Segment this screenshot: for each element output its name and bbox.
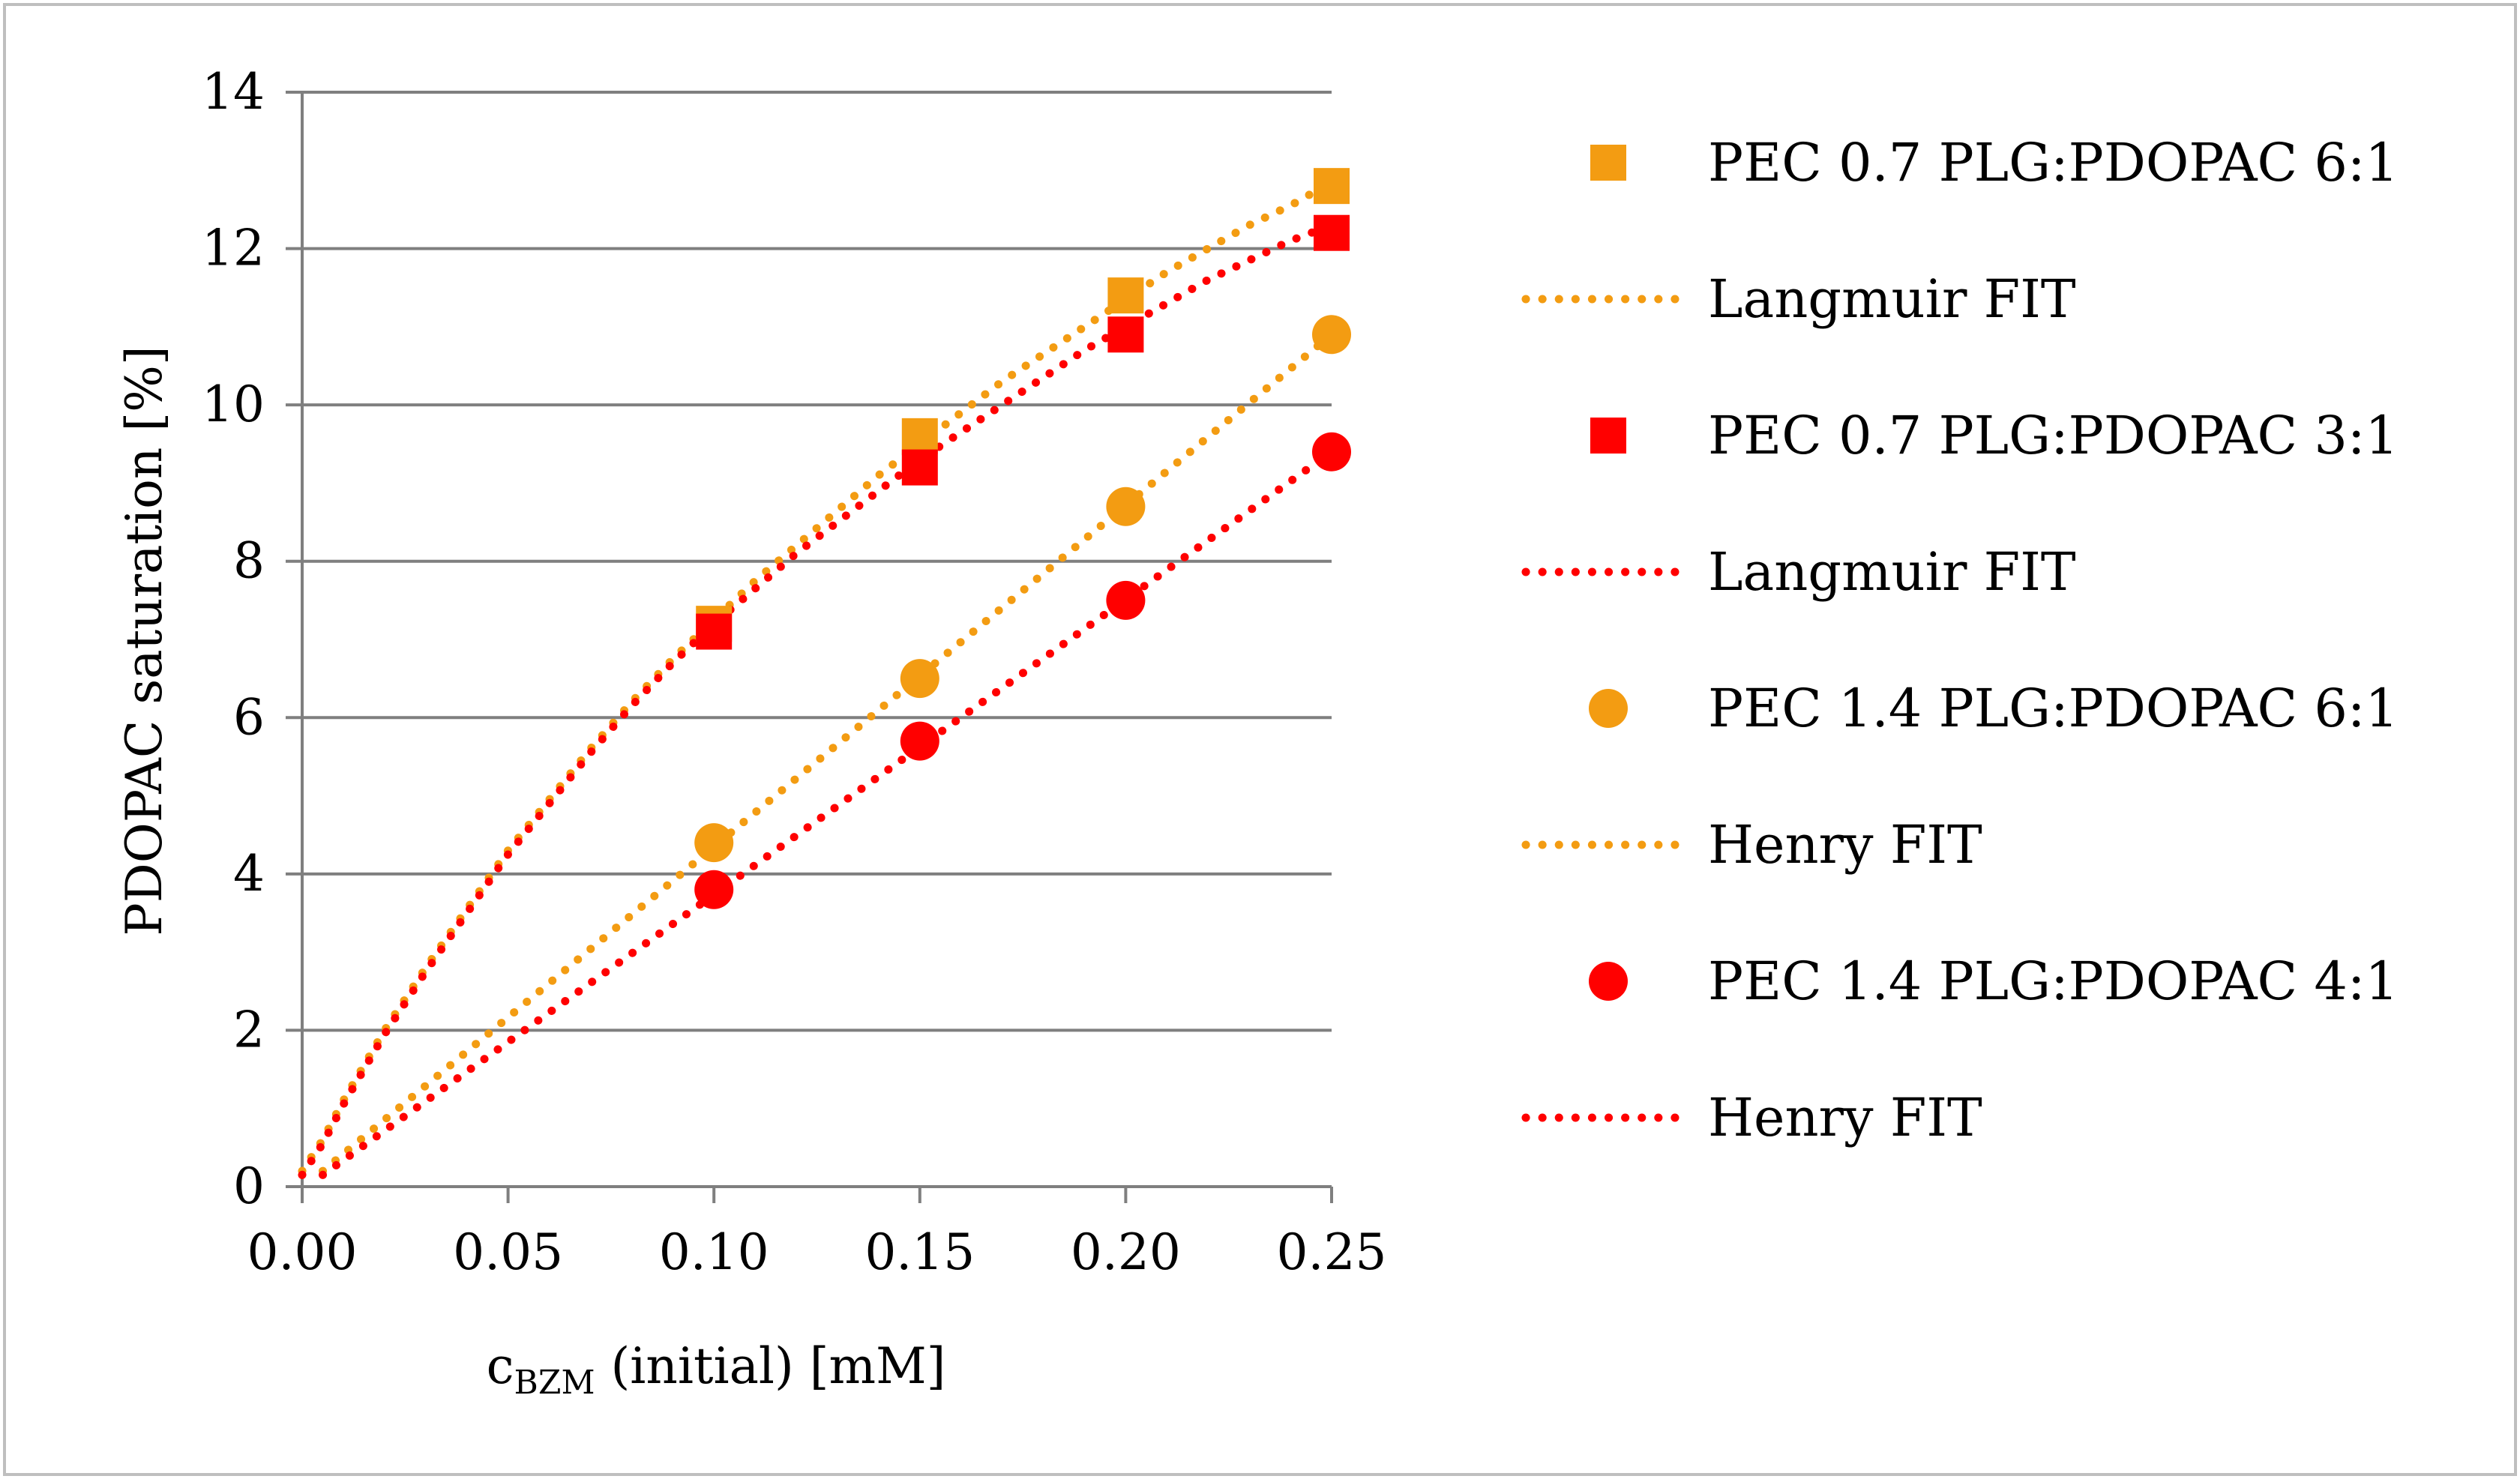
legend-label-series-1: PEC 0.7 PLG:PDOPAC 6:1	[1708, 132, 2399, 193]
data-point-series-2	[1314, 214, 1350, 251]
data-point-series-1	[1107, 277, 1144, 314]
legend-label-fit-2: Langmuir FIT	[1708, 541, 2076, 603]
legend-label-fit-4: Henry FIT	[1708, 1087, 1982, 1148]
data-point-series-4	[1106, 580, 1146, 620]
legend-marker-circle	[1589, 689, 1628, 728]
data-point-series-3	[1106, 487, 1146, 526]
x-axis-title-main: c	[487, 1337, 514, 1395]
x-tick-label: 0.05	[453, 1223, 563, 1281]
y-tick-label: 10	[202, 376, 265, 433]
legend-marker-circle	[1589, 962, 1628, 1001]
x-tick-label: 0.20	[1071, 1223, 1181, 1281]
data-points	[694, 168, 1351, 909]
x-axis-title-subscript: BZM	[514, 1364, 595, 1402]
legend-marker-square	[1590, 145, 1626, 181]
y-tick-label: 12	[202, 220, 265, 277]
y-axis-title: PDOPAC saturation [%]	[115, 346, 173, 936]
data-point-series-4	[694, 870, 734, 909]
y-tick-label: 2	[233, 1001, 265, 1058]
data-point-series-1	[1314, 168, 1350, 205]
y-tick-label: 14	[202, 63, 265, 121]
data-point-series-3	[694, 823, 734, 863]
data-point-series-1	[901, 418, 938, 454]
y-tick-label: 8	[233, 532, 265, 590]
data-point-series-3	[900, 659, 939, 699]
grid	[302, 91, 1332, 1032]
data-point-series-2	[1107, 316, 1144, 353]
legend: PEC 0.7 PLG:PDOPAC 6:1 Langmuir FIT PEC 0.…	[1521, 132, 2399, 1148]
axes	[286, 91, 1333, 1203]
x-axis-title-rest: (initial) [mM]	[595, 1337, 946, 1395]
legend-marker-square	[1590, 418, 1626, 454]
chart-frame	[3, 3, 2517, 1476]
legend-label-series-4: PEC 1.4 PLG:PDOPAC 4:1	[1708, 951, 2399, 1012]
data-point-series-4	[900, 721, 939, 761]
x-tick-label: 0.15	[864, 1223, 975, 1281]
y-tick-label: 6	[233, 688, 265, 746]
y-tick-label: 0	[233, 1157, 265, 1215]
legend-label-fit-1: Langmuir FIT	[1708, 268, 2076, 330]
legend-label-fit-3: Henry FIT	[1708, 814, 1982, 876]
x-tick-label: 0.25	[1277, 1223, 1387, 1281]
legend-label-series-3: PEC 1.4 PLG:PDOPAC 6:1	[1708, 678, 2399, 739]
data-point-series-2	[901, 449, 938, 486]
tick-labels: 0 2 4 6 8 10 12 14 0.00 0.05 0.10 0.15 0.20 0.25	[202, 63, 1386, 1281]
data-point-series-4	[1312, 432, 1351, 472]
y-tick-label: 4	[233, 845, 265, 903]
legend-label-series-2: PEC 0.7 PLG:PDOPAC 3:1	[1708, 405, 2399, 466]
fit-line-2	[298, 220, 1336, 1179]
x-tick-label: 0.10	[659, 1223, 769, 1281]
data-point-series-2	[696, 613, 733, 650]
x-tick-label: 0.00	[247, 1223, 358, 1281]
x-axis-title: cBZM (initial) [mM]	[487, 1337, 946, 1402]
data-point-series-3	[1312, 315, 1351, 355]
fit-lines	[298, 178, 1336, 1179]
fit-line-3	[318, 330, 1336, 1175]
